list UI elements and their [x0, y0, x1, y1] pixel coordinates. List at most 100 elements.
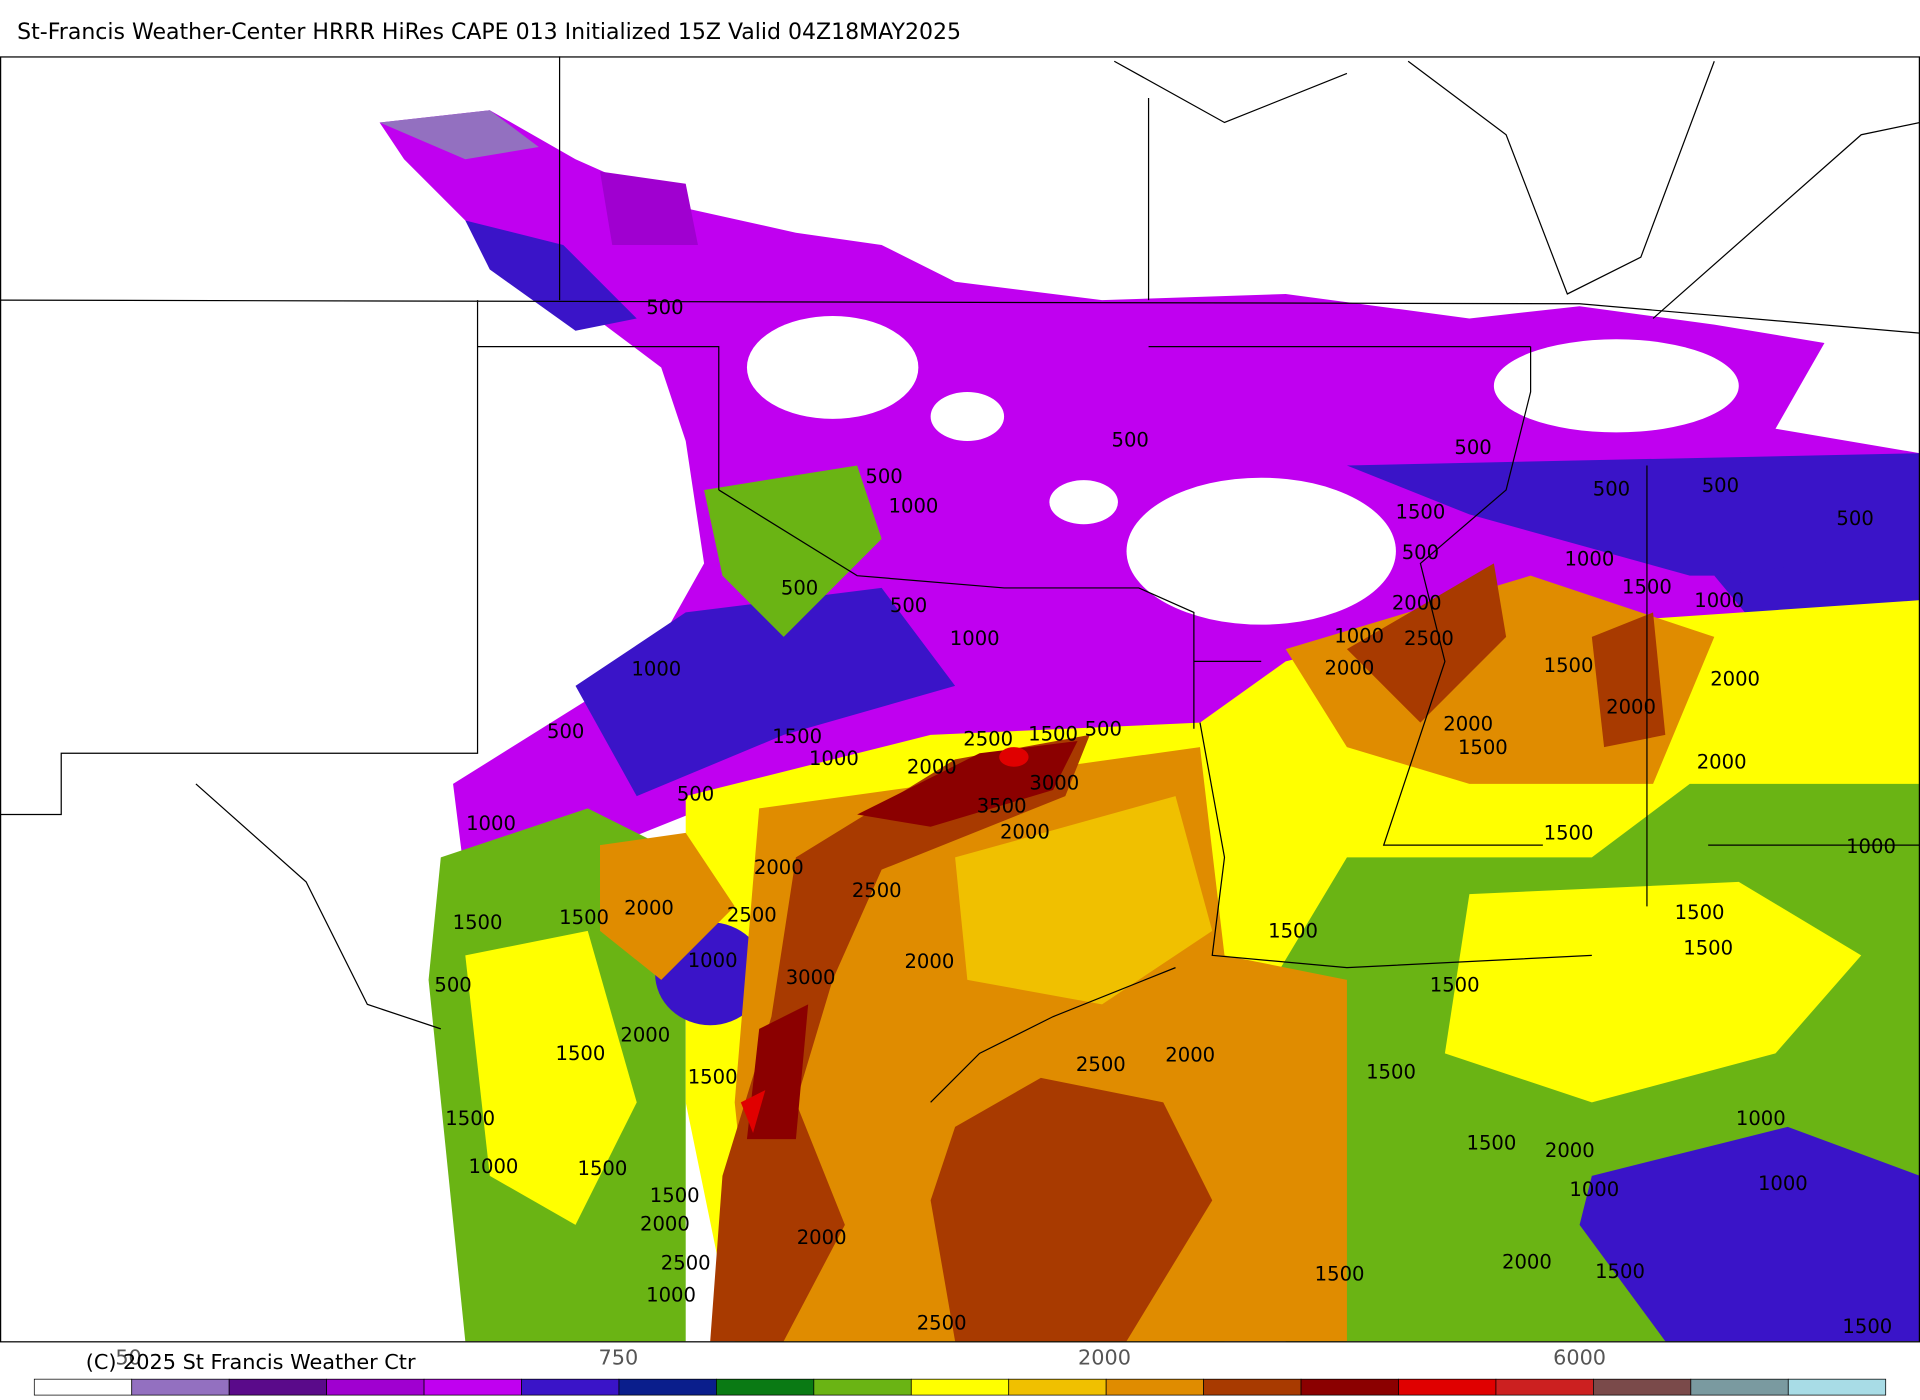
contour-label: 2500	[852, 879, 902, 902]
contour-label: 2000	[624, 896, 674, 919]
contour-label: 1000	[466, 812, 516, 835]
cape-field	[379, 110, 1920, 1342]
colorbar-label: 2000	[1078, 1345, 1131, 1369]
contour-label: 500	[1085, 718, 1122, 741]
cape-area	[930, 1077, 1213, 1342]
contour-label: 2500	[1404, 627, 1454, 650]
contour-label: 1000	[1334, 624, 1384, 647]
colorbar-swatch	[1787, 1378, 1887, 1396]
contour-label: 2000	[907, 755, 957, 778]
contour-label: 2000	[1545, 1139, 1595, 1162]
cape-area	[1444, 881, 1862, 1103]
contour-label: 500	[1836, 507, 1873, 530]
contour-label: 1000	[1736, 1107, 1786, 1130]
contour-label: 2500	[917, 1312, 967, 1335]
cape-area	[1346, 453, 1920, 576]
contour-label: 1000	[631, 657, 681, 680]
colorbar-swatch	[131, 1378, 230, 1396]
contour-label: 1500	[688, 1065, 738, 1088]
cape-area	[1049, 480, 1118, 525]
contour-label: 1500	[445, 1107, 495, 1130]
cape-area	[930, 391, 1005, 441]
cape-area	[746, 316, 919, 419]
contour-label: 500	[1702, 474, 1739, 497]
cape-area	[955, 796, 1213, 1005]
contour-label: 3000	[786, 966, 836, 989]
contour-label: 1500	[1395, 501, 1445, 524]
cape-area	[575, 587, 956, 797]
contour-label: 2500	[1076, 1053, 1126, 1076]
contour-label: 1000	[688, 949, 738, 972]
colorbar-label: 750	[599, 1345, 639, 1369]
contour-label: 1500	[1842, 1315, 1892, 1338]
borders	[0, 56, 1920, 1103]
colorbar-swatch	[521, 1378, 620, 1396]
contour-label: 1500	[1268, 920, 1318, 943]
contour-label: 1500	[1430, 973, 1480, 996]
cape-area	[465, 930, 637, 1225]
map-frame	[0, 56, 1920, 1343]
colorbar-swatch	[1105, 1378, 1204, 1396]
contour-label: 2000	[640, 1212, 690, 1235]
cape-area	[600, 171, 698, 245]
colorbar-swatch	[33, 1378, 133, 1396]
cape-area	[465, 220, 637, 331]
copyright: (C) 2025 St Francis Weather Ctr	[86, 1350, 416, 1374]
contour-label: 500	[1593, 477, 1630, 500]
colorbar-swatch	[1593, 1378, 1692, 1396]
title: St-Francis Weather-Center HRRR HiRes CAP…	[17, 20, 961, 45]
contour-label: 2000	[1697, 751, 1747, 774]
contour-label: 3000	[1029, 771, 1079, 794]
cape-area	[600, 832, 735, 980]
contour-label: 2500	[963, 727, 1013, 750]
contour-label: 2000	[1324, 656, 1374, 679]
contour-label: 2000	[904, 950, 954, 973]
colorbar-swatch	[1203, 1378, 1302, 1396]
contour-label: 500	[1112, 428, 1149, 451]
contour-label: 2000	[1392, 591, 1442, 614]
colorbar-swatch	[618, 1378, 717, 1396]
contour-label: 1500	[1622, 575, 1672, 598]
contour-label: 1500	[453, 911, 503, 934]
contour-label: 2000	[1165, 1043, 1215, 1066]
colorbar-swatch	[910, 1378, 1010, 1396]
contour-label: 1500	[578, 1157, 628, 1180]
colorbar-label: 50	[115, 1345, 141, 1369]
cape-area	[1591, 612, 1666, 748]
contour-label: 2500	[727, 904, 777, 927]
contour-label: 500	[1454, 436, 1491, 459]
colorbar-swatch	[1398, 1378, 1497, 1396]
cape-area	[1493, 339, 1739, 433]
contour-label: 1500	[1683, 937, 1733, 960]
cape-area	[710, 734, 1090, 1342]
contour-label: 1000	[1758, 1172, 1808, 1195]
contour-label: 1500	[555, 1042, 605, 1065]
contour-label: 500	[646, 296, 683, 319]
colorbar-swatch	[1008, 1378, 1107, 1396]
contour-label: 500	[1402, 541, 1439, 564]
contour-label: 1500	[650, 1184, 700, 1207]
colorbar-swatch	[813, 1378, 912, 1396]
cape-area	[746, 1004, 809, 1140]
contour-label: 500	[547, 720, 584, 743]
colorbar-swatch	[1690, 1378, 1789, 1396]
contour-label: 2000	[1000, 820, 1050, 843]
cape-area	[1126, 477, 1396, 625]
contour-label: 1500	[559, 906, 609, 929]
contour-label: 500	[865, 465, 902, 488]
cape-area	[1346, 563, 1507, 723]
contour-label: 2000	[1710, 667, 1760, 690]
colorbar-label: 6000	[1553, 1345, 1606, 1369]
contour-label: 1000	[646, 1283, 696, 1306]
contour-label: 1500	[1366, 1060, 1416, 1083]
contour-label: 500	[677, 782, 714, 805]
contour-label: 1500	[1458, 736, 1508, 759]
contour-label: 2000	[754, 856, 804, 879]
contour-label: 500	[890, 594, 927, 617]
contour-label: 1500	[1675, 901, 1725, 924]
contour-label: 1000	[469, 1155, 519, 1178]
contour-label: 1500	[1467, 1132, 1517, 1155]
contour-label: 2000	[1502, 1250, 1552, 1273]
